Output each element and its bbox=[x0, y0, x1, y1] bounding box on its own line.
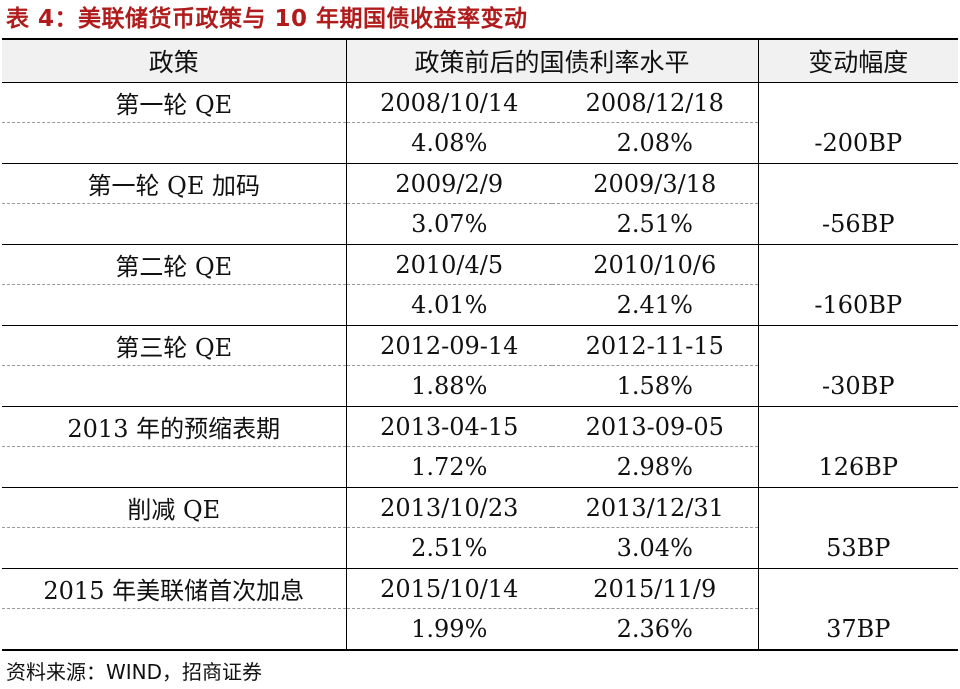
table-row: 2.51% 3.04% 53BP bbox=[2, 527, 959, 569]
yield-after-cell: 3.04% bbox=[552, 527, 759, 569]
policy-cell: 第一轮 QE 加码 bbox=[2, 163, 346, 204]
yield-after-cell: 2.41% bbox=[552, 284, 759, 326]
date-before-cell: 2009/2/9 bbox=[345, 163, 552, 204]
table-row: 3.07% 2.51% -56BP bbox=[2, 203, 959, 245]
policy-cell: 第二轮 QE bbox=[2, 244, 346, 285]
change-cell-blank bbox=[757, 244, 959, 285]
date-before-cell: 2015/10/14 bbox=[345, 568, 552, 609]
date-after-cell: 2009/3/18 bbox=[552, 163, 759, 204]
change-cell-blank bbox=[757, 487, 959, 528]
yield-after-cell: 2.98% bbox=[552, 446, 759, 488]
date-before-cell: 2013/10/23 bbox=[345, 487, 552, 528]
policy-cell-blank bbox=[2, 446, 346, 488]
policy-cell: 第三轮 QE bbox=[2, 325, 346, 366]
date-after-cell: 2012-11-15 bbox=[552, 325, 759, 366]
change-cell-blank bbox=[757, 325, 959, 366]
policy-cell-blank bbox=[2, 608, 346, 651]
policy-cell-blank bbox=[2, 284, 346, 326]
yield-before-cell: 1.88% bbox=[345, 365, 552, 407]
change-cell: -56BP bbox=[757, 203, 959, 245]
table-row: 1.99% 2.36% 37BP bbox=[2, 608, 959, 651]
date-before-cell: 2008/10/14 bbox=[345, 82, 552, 123]
yield-before-cell: 2.51% bbox=[345, 527, 552, 569]
change-cell: 37BP bbox=[757, 608, 959, 651]
header-policy: 政策 bbox=[2, 38, 346, 83]
table-row: 第二轮 QE 2010/4/5 2010/10/6 bbox=[2, 244, 959, 285]
change-cell: -30BP bbox=[757, 365, 959, 407]
table-row: 4.08% 2.08% -200BP bbox=[2, 122, 959, 164]
table-row: 1.72% 2.98% 126BP bbox=[2, 446, 959, 488]
header-row: 政策 政策前后的国债利率水平 变动幅度 bbox=[2, 38, 959, 83]
policy-cell: 2015 年美联储首次加息 bbox=[2, 568, 346, 609]
table-row: 第一轮 QE 加码 2009/2/9 2009/3/18 bbox=[2, 163, 959, 204]
table-row: 4.01% 2.41% -160BP bbox=[2, 284, 959, 326]
change-cell: 126BP bbox=[757, 446, 959, 488]
policy-cell-blank bbox=[2, 122, 346, 164]
source-note: 资料来源：WIND，招商证券 bbox=[6, 660, 263, 684]
table-title: 表 4：美联储货币政策与 10 年期国债收益率变动 bbox=[6, 6, 528, 32]
date-after-cell: 2015/11/9 bbox=[552, 568, 759, 609]
policy-cell-blank bbox=[2, 203, 346, 245]
date-before-cell: 2010/4/5 bbox=[345, 244, 552, 285]
table-row: 1.88% 1.58% -30BP bbox=[2, 365, 959, 407]
header-change: 变动幅度 bbox=[757, 38, 959, 83]
change-cell-blank bbox=[757, 82, 959, 123]
change-cell-blank bbox=[757, 406, 959, 447]
table-row: 2015 年美联储首次加息 2015/10/14 2015/11/9 bbox=[2, 568, 959, 609]
table-row: 第三轮 QE 2012-09-14 2012-11-15 bbox=[2, 325, 959, 366]
policy-cell: 削减 QE bbox=[2, 487, 346, 528]
date-before-cell: 2012-09-14 bbox=[345, 325, 552, 366]
yield-after-cell: 2.51% bbox=[552, 203, 759, 245]
yield-before-cell: 1.99% bbox=[345, 608, 552, 651]
policy-cell: 2013 年的预缩表期 bbox=[2, 406, 346, 447]
policy-cell-blank bbox=[2, 527, 346, 569]
change-cell: -200BP bbox=[757, 122, 959, 164]
date-after-cell: 2013-09-05 bbox=[552, 406, 759, 447]
header-levels: 政策前后的国债利率水平 bbox=[345, 38, 759, 83]
change-cell: -160BP bbox=[757, 284, 959, 326]
yield-before-cell: 4.01% bbox=[345, 284, 552, 326]
yield-after-cell: 1.58% bbox=[552, 365, 759, 407]
policy-cell-blank bbox=[2, 365, 346, 407]
date-after-cell: 2010/10/6 bbox=[552, 244, 759, 285]
change-cell-blank bbox=[757, 163, 959, 204]
yield-after-cell: 2.36% bbox=[552, 608, 759, 651]
yield-before-cell: 1.72% bbox=[345, 446, 552, 488]
yield-after-cell: 2.08% bbox=[552, 122, 759, 164]
table-row: 削减 QE 2013/10/23 2013/12/31 bbox=[2, 487, 959, 528]
change-cell-blank bbox=[757, 568, 959, 609]
change-cell: 53BP bbox=[757, 527, 959, 569]
table-row: 2013 年的预缩表期 2013-04-15 2013-09-05 bbox=[2, 406, 959, 447]
date-after-cell: 2013/12/31 bbox=[552, 487, 759, 528]
date-after-cell: 2008/12/18 bbox=[552, 82, 759, 123]
date-before-cell: 2013-04-15 bbox=[345, 406, 552, 447]
yield-before-cell: 3.07% bbox=[345, 203, 552, 245]
policy-cell: 第一轮 QE bbox=[2, 82, 346, 123]
policy-yield-table: 政策 政策前后的国债利率水平 变动幅度 第一轮 QE 2008/10/14 2008… bbox=[2, 38, 959, 651]
yield-before-cell: 4.08% bbox=[345, 122, 552, 164]
table-row: 第一轮 QE 2008/10/14 2008/12/18 bbox=[2, 82, 959, 123]
